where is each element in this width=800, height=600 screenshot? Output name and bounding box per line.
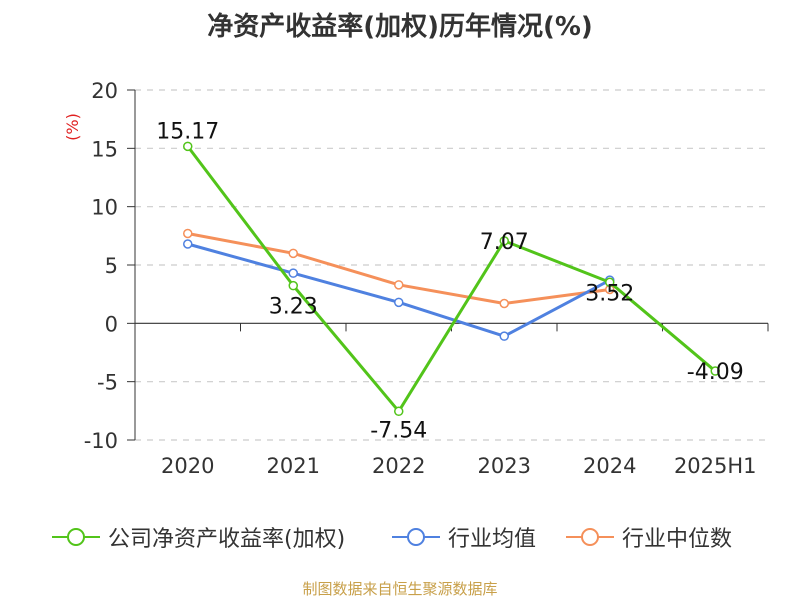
data-point xyxy=(183,141,193,152)
data-point xyxy=(288,280,298,291)
legend: 公司净资产收益率(加权) 行业均值 行业中位数 xyxy=(0,520,800,554)
x-tick-label: 2022 xyxy=(372,454,425,478)
x-tick-label: 2020 xyxy=(161,454,214,478)
series-line xyxy=(187,232,610,305)
data-point xyxy=(499,298,509,309)
x-tick-label: 2025H1 xyxy=(674,454,757,478)
data-label: 3.23 xyxy=(269,295,318,320)
x-tick-label: 2021 xyxy=(267,454,320,478)
legend-item-industry-mean[interactable]: 行业均值 xyxy=(392,520,536,554)
legend-label: 行业中位数 xyxy=(622,527,733,552)
legend-marker-icon xyxy=(52,520,100,554)
chart-title: 净资产收益率(加权)历年情况(%) xyxy=(207,12,593,42)
data-point xyxy=(394,280,404,290)
data-point xyxy=(183,239,193,249)
data-point xyxy=(288,268,298,278)
data-label: -4.09 xyxy=(687,360,744,385)
data-point xyxy=(394,406,404,417)
legend-marker-icon xyxy=(566,520,614,554)
data-point xyxy=(605,277,615,288)
data-point xyxy=(394,297,404,308)
y-tick-label: 20 xyxy=(91,79,118,103)
x-tick-label: 2023 xyxy=(478,454,531,478)
data-point xyxy=(288,248,298,259)
y-tick-label: 15 xyxy=(91,137,118,161)
data-label: 15.17 xyxy=(156,119,219,144)
y-tick-label: 0 xyxy=(105,312,118,336)
legend-label: 公司净资产收益率(加权) xyxy=(108,527,346,552)
y-tick-label: 10 xyxy=(91,196,118,220)
legend-item-company-roe[interactable]: 公司净资产收益率(加权) xyxy=(52,520,345,554)
data-label: -7.54 xyxy=(370,418,427,443)
legend-label: 行业均值 xyxy=(448,527,537,552)
data-label: 3.52 xyxy=(585,281,634,306)
legend-item-industry-median[interactable]: 行业中位数 xyxy=(566,520,732,554)
data-point xyxy=(499,236,509,246)
series-line xyxy=(186,145,717,413)
data-point xyxy=(710,366,720,376)
legend-marker-icon xyxy=(392,520,440,554)
y-tick-label: -5 xyxy=(97,371,118,395)
y-axis-label: (%) xyxy=(63,113,82,141)
y-tick-label: 5 xyxy=(105,254,118,278)
y-tick-label: -10 xyxy=(84,429,118,453)
data-label: 7.07 xyxy=(480,230,529,255)
x-tick-label: 2024 xyxy=(583,454,636,478)
data-point xyxy=(183,228,193,239)
data-source-note: 制图数据来自恒生聚源数据库 xyxy=(302,580,498,598)
data-point xyxy=(499,331,509,341)
